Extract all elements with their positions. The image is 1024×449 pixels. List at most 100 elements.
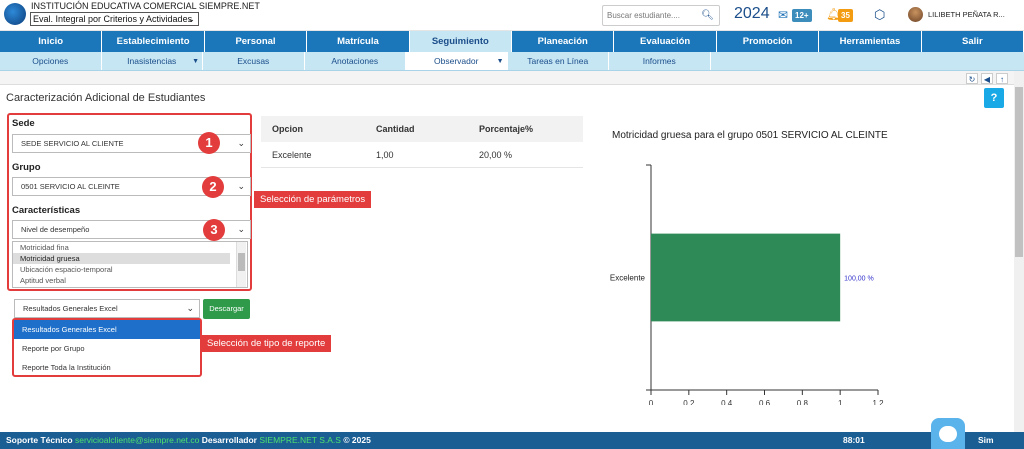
parameters-callout: Selección de parámetros: [254, 191, 372, 208]
x-tick-label: 0.4: [721, 399, 733, 405]
table-header: Opcion Cantidad Porcentaje%: [261, 116, 583, 142]
caracteristicas-select[interactable]: Nivel de desempeño ⌄: [12, 220, 251, 239]
nav-promocion[interactable]: Promoción: [717, 31, 820, 52]
support-label: Soporte Técnico: [6, 435, 73, 445]
cell-cantidad: 1,00: [376, 150, 394, 160]
listbox-scrollbar-thumb[interactable]: [238, 253, 245, 271]
back-icon[interactable]: ◀: [981, 73, 993, 84]
help-button[interactable]: ?: [984, 88, 1004, 108]
bar: [651, 233, 841, 322]
caracteristicas-listbox[interactable]: Motricidad fina Motricidad gruesa Ubicac…: [12, 241, 248, 288]
subnav-label: Observador: [434, 56, 479, 66]
subnav-label: Tareas en Línea: [527, 56, 589, 66]
chevron-down-icon: ⌄: [237, 224, 245, 234]
avatar[interactable]: [908, 7, 923, 22]
user-name[interactable]: LILIBETH PEÑATA R...: [928, 10, 1005, 19]
notification-badge: 35: [838, 9, 853, 22]
page-scrollbar-thumb[interactable]: [1015, 87, 1023, 257]
mail-badge: 12+: [792, 9, 812, 22]
nav-establecimiento[interactable]: Establecimiento: [102, 31, 205, 52]
x-tick-label: 0.2: [683, 399, 695, 405]
x-tick-label: 1.2: [872, 399, 884, 405]
nav-salir[interactable]: Salir: [922, 31, 1024, 52]
sede-label: Sede: [12, 118, 35, 129]
cell-porcentaje: 20,00 %: [479, 150, 513, 160]
chat-bubble-icon: [939, 426, 957, 442]
nav-matricula[interactable]: Matrícula: [307, 31, 410, 52]
search-icon[interactable]: 🔍︎: [701, 10, 714, 21]
list-item[interactable]: Aptitud verbal: [20, 276, 66, 285]
subnav-tareas[interactable]: Tareas en Línea: [508, 52, 609, 70]
bar-chart: 0 0.2 0.4 0.6 0.8 1 1.2 Excelente 100,00 %: [610, 164, 884, 405]
step-3-marker: 3: [203, 219, 225, 241]
chat-widget[interactable]: [931, 418, 965, 449]
report-type-dropdown: Resultados Generales Excel Reporte por G…: [12, 318, 202, 377]
table-row: Excelente 1,00 20,00 %: [261, 142, 583, 168]
footer: Soporte Técnico servicioalcliente@siempr…: [0, 432, 1024, 449]
sede-select[interactable]: SEDE SERVICIO AL CLIENTE ⌄: [12, 134, 251, 153]
subnav-label: Excusas: [237, 56, 270, 66]
developer-name[interactable]: SIEMPRE.NET S.A.S: [259, 435, 341, 445]
dropdown-arrow-icon: ▼: [192, 58, 199, 65]
subnav-informes[interactable]: Informes: [609, 52, 711, 70]
header-opcion: Opcion: [272, 124, 303, 134]
cube-icon[interactable]: ⬡: [874, 7, 886, 22]
header-cantidad: Cantidad: [376, 124, 415, 134]
bell-icon[interactable]: 🔔︎: [826, 7, 842, 21]
nav-personal[interactable]: Personal: [205, 31, 308, 52]
toolbar-row: ↻ ◀ ↑: [0, 71, 1014, 85]
nav-planeacion[interactable]: Planeación: [512, 31, 615, 52]
list-item[interactable]: Motricidad gruesa: [13, 253, 230, 264]
report-type-callout: Selección de tipo de reporte: [201, 335, 332, 352]
subnav-excusas[interactable]: Excusas: [203, 52, 305, 70]
nav-evaluacion[interactable]: Evaluación: [614, 31, 717, 52]
subnav-anotaciones[interactable]: Anotaciones: [305, 52, 406, 70]
chevron-down-icon: ⌄: [237, 138, 245, 148]
step-2-marker: 2: [202, 176, 224, 198]
parameters-highlight: [7, 113, 252, 291]
results-table: Opcion Cantidad Porcentaje% Excelente 1,…: [261, 116, 583, 168]
nav-herramientas[interactable]: Herramientas: [819, 31, 922, 52]
report-type-select[interactable]: Resultados Generales Excel ⌄: [14, 299, 200, 318]
report-option[interactable]: Reporte por Grupo: [22, 344, 85, 353]
grupo-select[interactable]: 0501 SERVICIO AL CLEINTE ⌄: [12, 177, 251, 196]
institution-name: INSTITUCIÓN EDUCATIVA COMERCIAL SIEMPRE.…: [31, 1, 260, 11]
x-tick-label: 0.8: [797, 399, 809, 405]
support-email[interactable]: servicioalcliente@siempre.net.co: [74, 435, 200, 445]
report-option[interactable]: Resultados Generales Excel: [14, 320, 200, 339]
up-arrow-icon[interactable]: ↑: [996, 73, 1008, 84]
header-porcentaje: Porcentaje%: [479, 124, 534, 134]
footer-partial-text: Sim: [978, 435, 994, 445]
year-label[interactable]: 2024: [734, 5, 770, 22]
nav-seguimiento[interactable]: Seguimiento: [409, 31, 513, 52]
report-type-value: Resultados Generales Excel: [23, 304, 118, 313]
refresh-icon[interactable]: ↻: [966, 73, 978, 84]
main-nav: Inicio Establecimiento Personal Matrícul…: [0, 31, 1024, 52]
sede-select-value: SEDE SERVICIO AL CLIENTE: [21, 139, 124, 148]
top-bar: INSTITUCIÓN EDUCATIVA COMERCIAL SIEMPRE.…: [0, 0, 1024, 31]
footer-info: Soporte Técnico servicioalcliente@siempr…: [6, 432, 371, 449]
report-option[interactable]: Reporte Toda la Institución: [22, 363, 111, 372]
copyright: © 2025: [343, 435, 371, 445]
download-button[interactable]: Descargar: [203, 299, 250, 319]
subnav-label: Opciones: [32, 56, 69, 66]
subnav-label: Informes: [642, 56, 676, 66]
x-tick-label: 0: [649, 399, 654, 405]
chevron-down-icon: ⌄: [237, 181, 245, 191]
dropdown-arrow-icon: ▼: [496, 58, 504, 65]
mail-icon[interactable]: ✉: [778, 8, 789, 22]
institution-logo: [4, 3, 26, 25]
category-label: Excelente: [610, 274, 646, 283]
nav-inicio[interactable]: Inicio: [0, 31, 103, 52]
list-item[interactable]: Ubicación espacio-temporal: [20, 265, 113, 274]
subnav-observador[interactable]: Observador ▼: [406, 52, 508, 70]
subnav-inasistencias[interactable]: Inasistencias ▼: [102, 52, 203, 70]
subnav-opciones[interactable]: Opciones: [0, 52, 102, 70]
list-item[interactable]: Motricidad fina: [20, 243, 69, 252]
evaluation-select[interactable]: Eval. Integral por Criterios y Actividad…: [30, 12, 199, 26]
data-label: 100,00 %: [844, 276, 874, 283]
x-tick-label: 1: [838, 399, 843, 405]
student-search-input[interactable]: Buscar estudiante.... 🔍︎: [602, 5, 720, 26]
developer-label: Desarrollador: [201, 435, 257, 445]
page-title: Caracterización Adicional de Estudiantes: [6, 92, 206, 104]
